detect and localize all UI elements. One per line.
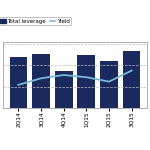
Bar	[32, 54, 50, 108]
Bar	[10, 57, 27, 108]
Bar	[78, 55, 95, 108]
Bar	[100, 61, 118, 108]
Bar	[55, 71, 72, 108]
Bar	[123, 51, 140, 108]
Legend: Total leverage, Yield: Total leverage, Yield	[0, 17, 71, 25]
